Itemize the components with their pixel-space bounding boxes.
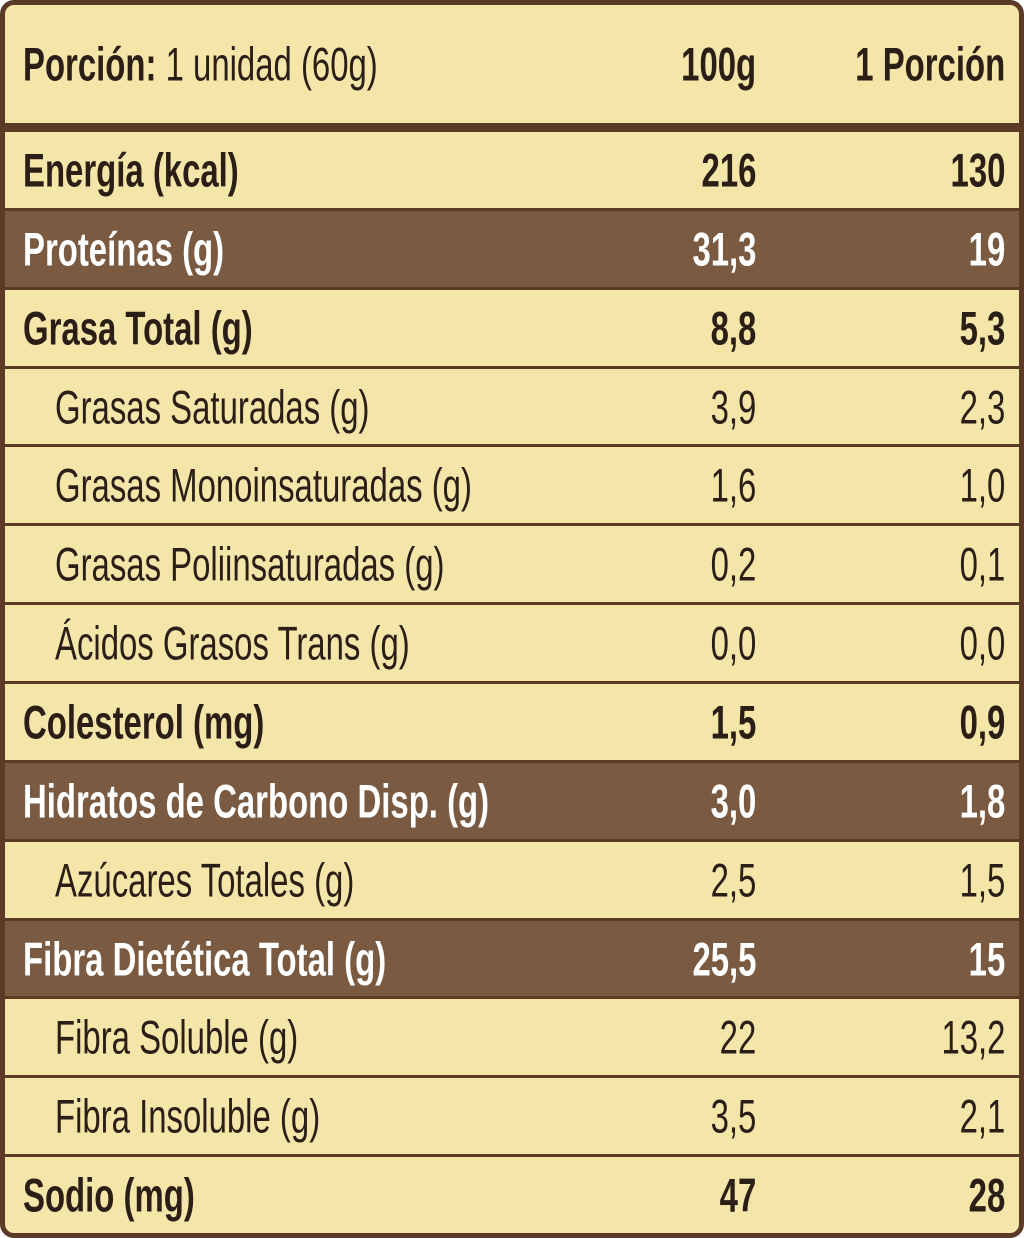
table-row: Sodio (mg) 47 28 bbox=[5, 1157, 1019, 1233]
nutrient-name: Grasas Monoinsaturadas (g) bbox=[55, 458, 472, 512]
value-per-portion: 5,3 bbox=[959, 301, 1005, 355]
nutrient-name: Fibra Soluble (g) bbox=[55, 1010, 299, 1064]
value-per-portion: 28 bbox=[968, 1168, 1005, 1222]
nutrient-name: Colesterol (mg) bbox=[23, 695, 265, 749]
value-per-portion: 0,9 bbox=[959, 695, 1005, 749]
portion-size: 1 unidad (60g) bbox=[165, 37, 378, 91]
table-row: Grasa Total (g) 8,8 5,3 bbox=[5, 290, 1019, 369]
value-per-100g: 2,5 bbox=[710, 853, 756, 907]
value-per-100g: 31,3 bbox=[691, 222, 756, 276]
nutrient-name: Grasas Saturadas (g) bbox=[55, 380, 370, 433]
value-per-100g: 8,8 bbox=[710, 301, 756, 355]
table-row: Grasas Saturadas (g) 3,9 2,3 bbox=[5, 369, 1019, 448]
value-per-100g: 216 bbox=[701, 143, 756, 197]
table-row: Fibra Insoluble (g) 3,5 2,1 bbox=[5, 1078, 1019, 1158]
value-per-100g: 47 bbox=[719, 1168, 756, 1222]
nutrient-name: Sodio (mg) bbox=[23, 1168, 195, 1222]
value-per-100g: 1,6 bbox=[710, 458, 756, 512]
portion-label: Porción: bbox=[23, 37, 157, 91]
table-row: Proteínas (g) 31,3 19 bbox=[5, 210, 1019, 290]
nutrient-name: Azúcares Totales (g) bbox=[55, 853, 355, 907]
nutrient-name: Grasa Total (g) bbox=[23, 301, 253, 355]
table-row: Energía (kcal) 216 130 bbox=[5, 132, 1019, 211]
nutrient-name: Fibra Insoluble (g) bbox=[55, 1089, 321, 1143]
column-header: 1 Porción bbox=[855, 37, 1005, 91]
table-row: Fibra Dietética Total (g) 25,5 15 bbox=[5, 920, 1019, 1000]
value-per-100g: 25,5 bbox=[691, 932, 756, 986]
value-per-portion: 0,0 bbox=[959, 616, 1005, 670]
value-per-100g: 1,5 bbox=[710, 695, 756, 749]
value-per-portion: 15 bbox=[968, 932, 1005, 986]
value-per-100g: 0,0 bbox=[710, 616, 756, 670]
table-row: Grasas Monoinsaturadas (g) 1,6 1,0 bbox=[5, 447, 1019, 527]
value-per-portion: 1,0 bbox=[959, 458, 1005, 512]
table-row: Colesterol (mg) 1,5 0,9 bbox=[5, 684, 1019, 763]
value-per-portion: 2,3 bbox=[959, 380, 1005, 433]
nutrient-name: Hidratos de Carbono Disp. (g) bbox=[23, 774, 490, 828]
value-per-portion: 13,2 bbox=[940, 1010, 1005, 1064]
nutrient-name: Proteínas (g) bbox=[23, 222, 225, 276]
value-per-portion: 130 bbox=[950, 143, 1005, 197]
nutrient-name: Ácidos Grasos Trans (g) bbox=[55, 616, 410, 670]
nutrient-name: Energía (kcal) bbox=[23, 143, 239, 197]
value-per-100g: 3,5 bbox=[710, 1089, 756, 1143]
value-per-portion: 1,8 bbox=[959, 774, 1005, 828]
value-per-100g: 0,2 bbox=[710, 537, 756, 591]
table-row: Azúcares Totales (g) 2,5 1,5 bbox=[5, 842, 1019, 921]
value-per-portion: 1,5 bbox=[959, 853, 1005, 907]
value-per-portion: 2,1 bbox=[959, 1089, 1005, 1143]
value-per-100g: 3,9 bbox=[710, 380, 756, 433]
value-per-100g: 22 bbox=[719, 1010, 756, 1064]
column-header: 100g bbox=[681, 37, 756, 91]
table-row: Hidratos de Carbono Disp. (g) 3,0 1,8 bbox=[5, 762, 1019, 842]
table-row: Fibra Soluble (g) 22 13,2 bbox=[5, 999, 1019, 1079]
value-per-portion: 0,1 bbox=[959, 537, 1005, 591]
nutrient-name: Grasas Poliinsaturadas (g) bbox=[55, 537, 445, 591]
table-row: Ácidos Grasos Trans (g) 0,0 0,0 bbox=[5, 605, 1019, 685]
value-per-100g: 3,0 bbox=[710, 774, 756, 828]
value-per-portion: 19 bbox=[968, 222, 1005, 276]
table-row: Grasas Poliinsaturadas (g) 0,2 0,1 bbox=[5, 526, 1019, 606]
nutrient-name: Fibra Dietética Total (g) bbox=[23, 932, 387, 986]
table-header: Porción: 1 unidad (60g) 100g 1 Porción bbox=[5, 5, 1019, 132]
header-label: Porción: 1 unidad (60g) bbox=[23, 37, 378, 92]
